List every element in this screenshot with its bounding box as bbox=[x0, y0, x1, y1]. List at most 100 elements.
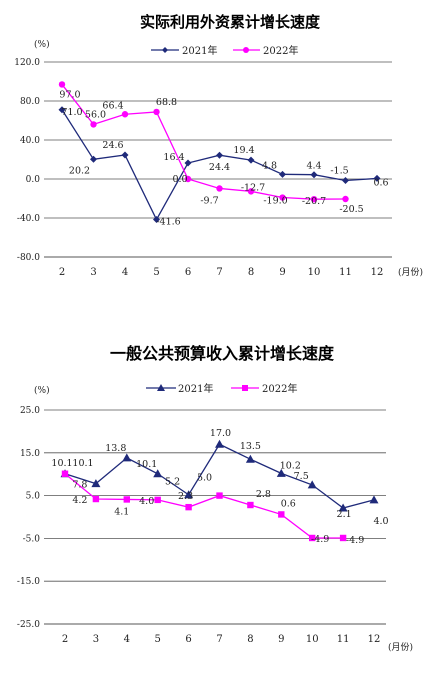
chart2-x-tick-label: 5 bbox=[155, 634, 161, 645]
chart2-point-2021年-5 bbox=[153, 469, 163, 478]
chart2-point-2022年-4 bbox=[123, 496, 130, 503]
chart1-series bbox=[58, 81, 381, 224]
chart2-data-label-2022年-4: 4.1 bbox=[114, 506, 129, 517]
chart1-point-2021年-11 bbox=[342, 176, 349, 184]
chart2-data-label-2021年-8: 13.5 bbox=[240, 441, 261, 452]
chart2-data-label-2021年-9: 10.2 bbox=[280, 460, 301, 471]
chart2-point-2021年-11 bbox=[338, 503, 348, 512]
chart1-data-label-2021年-5: -41.6 bbox=[156, 217, 180, 228]
chart1-point-2021年-4 bbox=[121, 151, 129, 159]
chart2-data-label-2022年-2: 10.1 bbox=[72, 458, 93, 469]
chart2-point-2021年-10 bbox=[307, 480, 317, 489]
chart1-data-label-2021年-9: 4.8 bbox=[262, 160, 277, 171]
chart1-data-label-2021年-4: 24.6 bbox=[102, 140, 123, 151]
chart1-data-label-2022年-11: -20.5 bbox=[339, 204, 363, 215]
chart1-point-2022年-8 bbox=[247, 188, 255, 195]
chart1-point-2022年-2 bbox=[58, 81, 66, 88]
chart2-x-tick-labels: 2 3 4 5 6 7 8 9 10 11 12 bbox=[62, 634, 381, 645]
chart1-data-label-2022年-4: 66.4 bbox=[102, 100, 123, 111]
chart2-legend-2021-marker bbox=[157, 384, 165, 391]
chart2-data-label-2022年-7: 5.0 bbox=[197, 473, 212, 484]
chart2-data-label-2021年-3: 7.8 bbox=[72, 480, 87, 491]
chart1-ylabel: (%) bbox=[34, 39, 50, 50]
chart2-y-tick-label: -5.0 bbox=[23, 534, 41, 544]
chart1-legend-2021-label: 2021年 bbox=[182, 44, 217, 57]
chart2-gridlines bbox=[44, 409, 386, 625]
chart1-data-label-2022年-5: 68.8 bbox=[156, 97, 177, 108]
chart1-x-tick-label: 3 bbox=[90, 267, 96, 278]
chart1-legend-2022-label: 2022年 bbox=[263, 44, 298, 57]
chart1-point-2022年-11 bbox=[342, 195, 349, 203]
chart2-data-label-2021年-11: 2.1 bbox=[337, 509, 352, 520]
chart1-data-label-2021年-11: -1.5 bbox=[330, 165, 348, 176]
chart1-y-tick-label: -40.0 bbox=[17, 214, 40, 224]
chart2-x-tick-label: 9 bbox=[278, 634, 284, 645]
chart1-data-label-2022年-8: -12.7 bbox=[241, 182, 265, 193]
chart2-data-label-2022年-11: -4.9 bbox=[346, 535, 364, 546]
chart2-point-2022年-5 bbox=[154, 496, 161, 504]
chart2-x-tick-label: 2 bbox=[62, 634, 68, 645]
chart1-data-label-2021年-7: 24.4 bbox=[209, 162, 230, 173]
chart2-data-label-2022年-9: 0.6 bbox=[281, 498, 296, 509]
chart1-xlabel: (月份) bbox=[398, 266, 423, 278]
chart2-x-tick-label: 7 bbox=[216, 634, 222, 645]
chart2-point-2021年-6 bbox=[184, 490, 194, 499]
chart1-point-2022年-5 bbox=[153, 108, 160, 116]
chart1-data-label-2022年-3: 56.0 bbox=[85, 109, 106, 120]
chart1-point-2021年-5 bbox=[153, 216, 160, 224]
chart2-point-2021年-4 bbox=[122, 453, 132, 462]
chart1-y-tick-label: -80.0 bbox=[17, 253, 40, 263]
chart1-point-2022年-10 bbox=[310, 195, 318, 203]
chart1-x-tick-label: 7 bbox=[216, 267, 222, 278]
chart1-point-2022年-3 bbox=[90, 121, 97, 128]
chart2-data-label-2022年-3: 4.2 bbox=[72, 495, 87, 506]
chart1-x-tick-label: 10 bbox=[308, 267, 321, 278]
chart2-series bbox=[60, 439, 379, 542]
chart2-data-label-2022年-6: 2.3 bbox=[178, 491, 193, 502]
chart2-y-tick-label: 5.0 bbox=[26, 492, 41, 502]
chart2-data-label-2021年-5: 10.1 bbox=[136, 459, 157, 470]
chart1-series-line-2022年 bbox=[61, 84, 346, 200]
chart1-x-tick-label: 2 bbox=[59, 267, 65, 278]
chart2-data-label-2022年-10: -4.9 bbox=[311, 534, 329, 545]
chart2-point-2022年-6 bbox=[185, 503, 192, 511]
chart2-point-2022年-8 bbox=[247, 501, 254, 509]
chart1-y-tick-labels: -80.0 -40.0 0.0 40.0 80.0 120.0 bbox=[14, 58, 40, 263]
chart1-data-label-2022年-2: 97.0 bbox=[59, 89, 80, 100]
chart2-title: 一般公共预算收入累计增长速度 bbox=[110, 344, 335, 363]
chart-public-budget-revenue: 一般公共预算收入累计增长速度 (%) 2021年 2022年 -25.0 -15.… bbox=[17, 344, 413, 653]
chart2-x-tick-label: 11 bbox=[337, 634, 350, 645]
chart1-data-label-2021年-2: 71.0 bbox=[61, 107, 82, 118]
chart2-y-tick-label: 25.0 bbox=[20, 406, 40, 416]
chart1-y-tick-label: 0.0 bbox=[26, 175, 41, 185]
chart1-x-tick-label: 4 bbox=[122, 267, 128, 278]
chart1-x-tick-label: 8 bbox=[248, 267, 254, 278]
chart1-data-label-2021年-12: 0.6 bbox=[373, 177, 388, 188]
chart2-y-tick-label: -25.0 bbox=[17, 620, 40, 630]
chart1-x-tick-label: 9 bbox=[279, 267, 285, 278]
chart2-data-label-2021年-6: 5.2 bbox=[165, 477, 180, 488]
chart2-data-label-2021年-12: 4.0 bbox=[373, 516, 388, 527]
chart2-point-2022年-7 bbox=[216, 492, 223, 499]
chart2-series-line-2022年 bbox=[64, 473, 344, 539]
chart1-data-labels: 71.0 20.2 24.6 -41.6 16.4 24.419.4 4.8 4.4 -1.5 0… bbox=[59, 89, 388, 227]
chart2-data-label-2022年-8: 2.8 bbox=[256, 489, 271, 500]
chart2-point-2022年-9 bbox=[278, 511, 285, 518]
chart2-ylabel: (%) bbox=[34, 385, 50, 396]
chart1-point-2022年-7 bbox=[216, 185, 223, 192]
chart2-point-2021年-7 bbox=[215, 439, 224, 448]
chart1-point-2021年-10 bbox=[310, 171, 318, 179]
chart1-point-2022年-6 bbox=[184, 175, 192, 183]
chart1-y-tick-label: 120.0 bbox=[14, 58, 40, 68]
chart1-x-tick-label: 12 bbox=[371, 267, 384, 278]
chart2-point-2022年-10 bbox=[309, 534, 316, 542]
chart1-data-label-2021年-8: 19.4 bbox=[233, 145, 254, 156]
chart1-data-label-2022年-10: -20.7 bbox=[302, 196, 326, 207]
chart1-x-tick-label: 6 bbox=[185, 267, 191, 278]
chart1-point-2021年-8 bbox=[247, 156, 255, 164]
chart2-legend-2021-label: 2021年 bbox=[178, 382, 213, 395]
chart2-point-2022年-11 bbox=[339, 534, 347, 542]
chart1-point-2022年-9 bbox=[279, 194, 286, 201]
chart2-point-2022年-2 bbox=[61, 470, 69, 477]
